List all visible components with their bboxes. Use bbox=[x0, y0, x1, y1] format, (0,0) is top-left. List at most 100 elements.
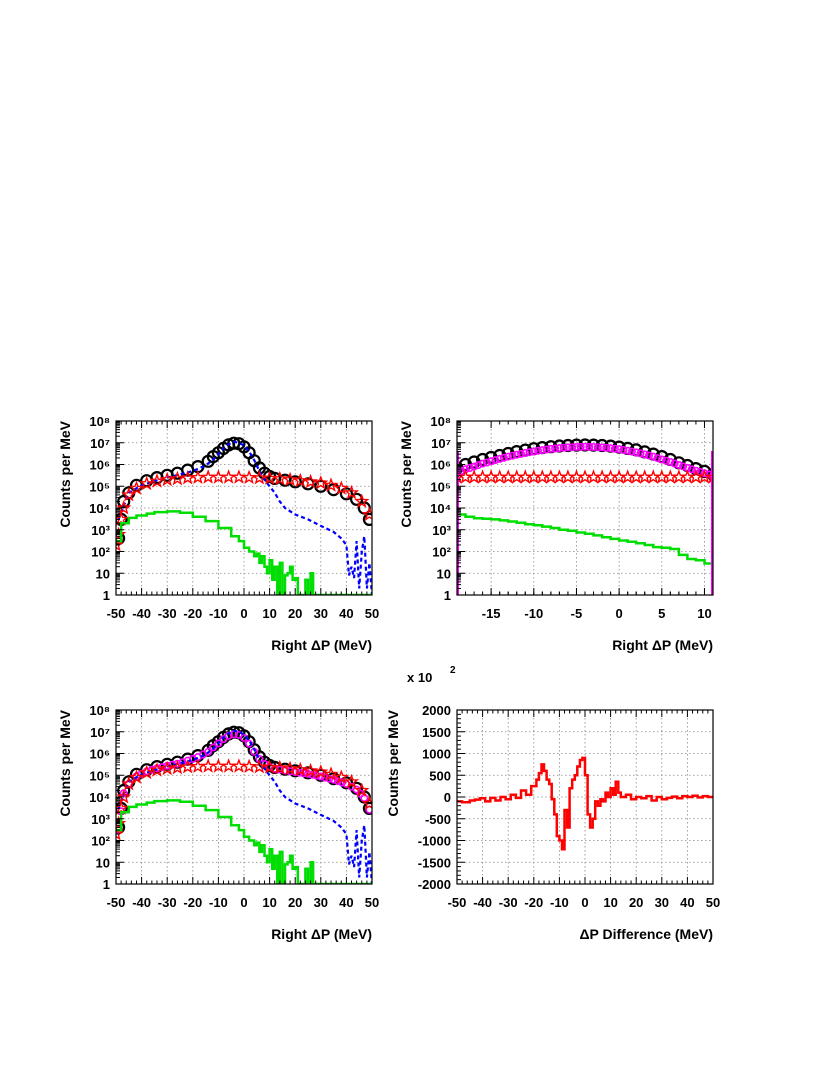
x-tick-label: -10 bbox=[524, 606, 543, 621]
data-point bbox=[272, 470, 288, 486]
y-tick-label: 500 bbox=[429, 768, 451, 783]
data-point bbox=[615, 445, 624, 454]
x-axis-label: Right ΔP (MeV) bbox=[271, 926, 372, 942]
data-point bbox=[116, 511, 129, 526]
data-point bbox=[282, 760, 298, 776]
data-point bbox=[516, 449, 525, 458]
data-point bbox=[662, 456, 671, 465]
data-point bbox=[282, 471, 298, 487]
data-point bbox=[333, 769, 349, 784]
data-point bbox=[487, 457, 496, 466]
plot-area bbox=[457, 438, 713, 566]
data-point bbox=[251, 469, 267, 485]
data-point bbox=[623, 446, 632, 455]
x-tick-label: -30 bbox=[499, 895, 518, 910]
y-tick-label: 10⁸ bbox=[89, 414, 110, 429]
data-point bbox=[632, 448, 641, 457]
y-tick-label: 10³ bbox=[91, 523, 110, 538]
data-point bbox=[313, 475, 329, 490]
x-tick-label: -15 bbox=[482, 606, 501, 621]
data-point bbox=[529, 447, 538, 456]
y-tick-label: 10⁵ bbox=[430, 479, 451, 494]
data-point bbox=[465, 463, 474, 472]
data-point bbox=[169, 759, 186, 775]
y-tick-label: 2000 bbox=[422, 703, 451, 718]
y-tick-label: 10⁶ bbox=[90, 747, 110, 762]
data-point bbox=[657, 455, 666, 464]
series-circles bbox=[116, 436, 372, 545]
data-point bbox=[538, 446, 547, 455]
data-point bbox=[653, 454, 662, 463]
series-step bbox=[116, 510, 372, 595]
data-point bbox=[343, 484, 360, 500]
x-tick-label: -5 bbox=[571, 606, 583, 621]
data-point bbox=[360, 793, 369, 802]
x-tick-label: -20 bbox=[183, 606, 202, 621]
series-line bbox=[116, 510, 372, 595]
data-point bbox=[128, 769, 145, 784]
data-point bbox=[670, 459, 679, 468]
series-line bbox=[457, 756, 713, 851]
axis-multiplier-exponent: 2 bbox=[450, 665, 456, 676]
data-point bbox=[482, 458, 491, 467]
data-point bbox=[525, 448, 534, 457]
data-point bbox=[362, 801, 372, 815]
x-tick-label: 0 bbox=[616, 606, 623, 621]
data-point bbox=[116, 800, 129, 815]
x-tick-label: -10 bbox=[209, 895, 228, 910]
y-tick-label: 10³ bbox=[91, 812, 110, 827]
data-point bbox=[636, 449, 645, 458]
y-tick-label: 10⁷ bbox=[431, 436, 451, 451]
data-point bbox=[546, 444, 555, 453]
x-tick-label: 40 bbox=[680, 895, 694, 910]
series-step bbox=[457, 513, 713, 566]
data-point bbox=[354, 782, 370, 797]
plot-area bbox=[116, 436, 372, 595]
data-point bbox=[214, 739, 223, 748]
data-point bbox=[572, 442, 581, 451]
x-tick-label: 40 bbox=[339, 606, 353, 621]
data-point bbox=[302, 762, 319, 778]
data-point bbox=[679, 462, 688, 471]
x-tick-label: 5 bbox=[658, 606, 665, 621]
data-point bbox=[593, 443, 602, 452]
grid bbox=[457, 421, 713, 595]
y-tick-label: -1500 bbox=[418, 855, 451, 870]
data-point bbox=[551, 444, 560, 453]
y-tick-label: 10⁵ bbox=[89, 768, 110, 783]
series-stars bbox=[457, 469, 713, 484]
y-axis-label: Counts per MeV bbox=[398, 420, 414, 527]
x-tick-label: 0 bbox=[581, 895, 588, 910]
data-point bbox=[314, 479, 328, 493]
data-point bbox=[209, 743, 218, 752]
axis-ticks bbox=[456, 420, 714, 596]
data-point bbox=[159, 760, 175, 776]
y-tick-label: 10⁴ bbox=[89, 501, 110, 516]
y-tick-label: 10⁵ bbox=[89, 479, 110, 494]
data-point bbox=[325, 774, 334, 783]
data-point bbox=[478, 459, 487, 468]
data-point bbox=[350, 492, 364, 506]
axis-ticks bbox=[115, 709, 373, 885]
plot-area bbox=[457, 756, 713, 851]
y-tick-label: 10² bbox=[91, 834, 110, 849]
x-tick-label: 10 bbox=[262, 895, 276, 910]
x-tick-label: -30 bbox=[158, 606, 177, 621]
data-point bbox=[361, 506, 372, 521]
data-point bbox=[598, 443, 607, 452]
data-point bbox=[644, 451, 653, 460]
panel-bottom-left: -50 -40 -30 -20 -10 0 10 20 30 40 50 1 10 10² 10³ 10⁴ 10… bbox=[57, 703, 379, 942]
data-point bbox=[580, 442, 589, 451]
data-point bbox=[116, 537, 124, 552]
y-tick-label: 10 bbox=[437, 566, 451, 581]
x-axis-label: ΔP Difference (MeV) bbox=[579, 926, 713, 942]
x-tick-label: 0 bbox=[240, 606, 247, 621]
data-point bbox=[563, 443, 572, 452]
data-point bbox=[495, 454, 504, 463]
y-tick-label: 1000 bbox=[422, 747, 451, 762]
y-tick-label: -500 bbox=[425, 812, 451, 827]
data-point bbox=[220, 469, 237, 484]
series-stars bbox=[116, 758, 372, 841]
y-tick-label: 10⁶ bbox=[90, 458, 110, 473]
data-point bbox=[116, 789, 132, 804]
